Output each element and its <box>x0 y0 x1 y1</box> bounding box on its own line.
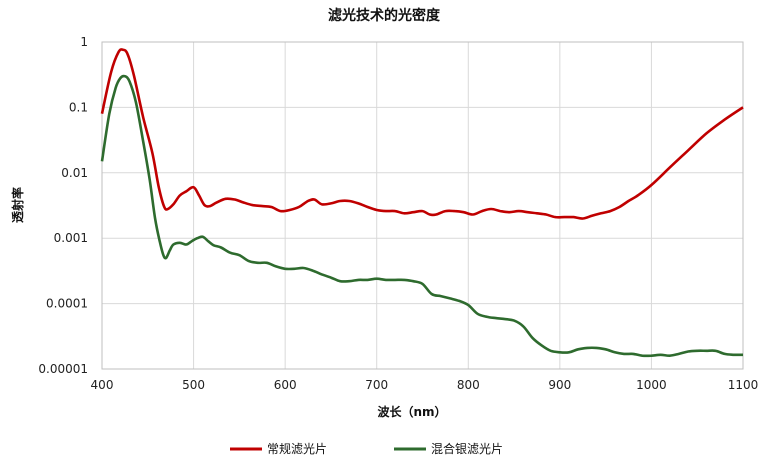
y-tick-label: 0.001 <box>54 231 88 245</box>
x-axis-label: 波长（nm） <box>377 404 446 419</box>
series-lines <box>100 48 744 358</box>
x-tick-label: 1100 <box>728 378 759 392</box>
y-tick-label: 0.01 <box>61 166 88 180</box>
x-axis-ticks: 400 500 600 700 800 900 1000 1100 <box>91 378 759 392</box>
plot-frame <box>101 41 744 370</box>
y-tick-label: 0.00001 <box>38 362 88 376</box>
gridlines <box>101 41 744 370</box>
x-tick-label: 600 <box>274 378 297 392</box>
y-tick-label: 0.1 <box>69 100 88 114</box>
y-axis-ticks: 1 0.1 0.01 0.001 0.0001 0.00001 <box>38 35 88 376</box>
y-tick-label: 1 <box>80 35 88 49</box>
series-line-0 <box>100 48 744 220</box>
x-tick-label: 700 <box>365 378 388 392</box>
y-axis-label: 透射率 <box>10 187 25 223</box>
x-tick-label: 900 <box>548 378 571 392</box>
y-tick-label: 0.0001 <box>46 297 88 311</box>
x-tick-label: 800 <box>457 378 480 392</box>
x-tick-label: 400 <box>91 378 114 392</box>
legend-label-series-1: 混合银滤光片 <box>431 441 503 456</box>
x-tick-label: 500 <box>182 378 205 392</box>
legend: 常规滤光片 混合银滤光片 <box>230 441 503 456</box>
chart-title: 滤光技术的光密度 <box>328 7 441 24</box>
x-tick-label: 1000 <box>636 378 667 392</box>
series-line-1 <box>100 74 744 358</box>
legend-label-series-0: 常规滤光片 <box>267 441 327 456</box>
